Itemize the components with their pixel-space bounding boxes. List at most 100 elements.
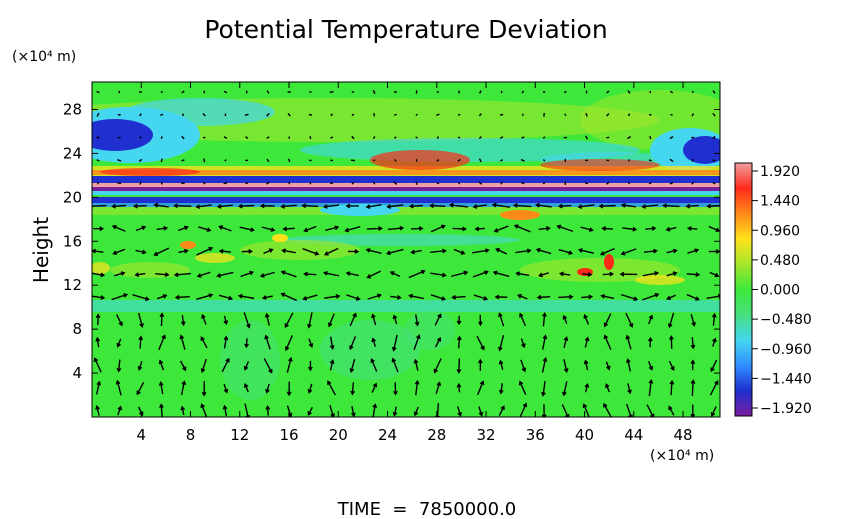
wind-vector xyxy=(223,90,228,94)
wind-arrowhead xyxy=(352,312,357,318)
wind-vector xyxy=(394,158,397,162)
wind-vector xyxy=(154,204,169,208)
wind-arrowhead xyxy=(161,334,166,340)
wind-arrowhead xyxy=(562,391,567,397)
x-tick-label: 24 xyxy=(378,426,397,444)
wind-arrowhead xyxy=(181,380,187,386)
wind-vector xyxy=(372,404,376,417)
wind-vector xyxy=(329,360,334,371)
wind-arrowhead xyxy=(416,334,421,340)
wind-arrowhead xyxy=(706,203,712,209)
wind-arrowhead xyxy=(365,204,371,210)
wind-arrowhead xyxy=(314,251,320,256)
wind-arrowhead xyxy=(174,294,180,300)
wind-arrowhead xyxy=(159,403,164,409)
wind-arrowhead xyxy=(120,271,126,276)
wind-arrowhead xyxy=(117,405,123,411)
wind-vector xyxy=(520,359,526,372)
wind-vector xyxy=(372,136,376,139)
wind-vector xyxy=(475,227,485,230)
wind-arrowhead xyxy=(694,248,700,253)
wind-vector xyxy=(435,382,441,395)
wind-vector xyxy=(642,293,659,301)
wind-arrowhead xyxy=(354,249,360,254)
wind-vector xyxy=(519,313,527,327)
wind-vector xyxy=(648,181,652,185)
colorbar-tick-label: 1.920 xyxy=(760,164,800,180)
wind-vector xyxy=(239,204,255,208)
wind-vector xyxy=(643,250,657,253)
wind-arrowhead xyxy=(577,248,583,253)
wind-arrowhead xyxy=(650,413,655,417)
wind-vector xyxy=(139,113,142,117)
wind-vector xyxy=(112,204,127,208)
wind-arrowhead xyxy=(216,204,222,209)
wind-vector xyxy=(581,295,592,299)
wind-vector xyxy=(514,204,532,208)
wind-vector xyxy=(324,295,340,299)
colorbar-tick-label: −1.920 xyxy=(760,401,812,417)
wind-vector xyxy=(642,272,658,277)
wind-vector xyxy=(139,136,142,139)
wind-vector xyxy=(415,381,419,396)
wind-vector xyxy=(308,383,313,393)
wind-vector xyxy=(178,249,188,254)
wind-vector xyxy=(520,158,525,162)
wind-vector xyxy=(563,90,567,94)
wind-vector xyxy=(138,361,143,370)
wind-vector xyxy=(329,404,335,417)
wind-vector xyxy=(473,204,487,208)
wind-vector xyxy=(329,90,334,94)
wind-vector xyxy=(179,360,187,371)
wind-vector xyxy=(500,181,503,185)
wind-arrowhead xyxy=(243,365,249,371)
wind-arrowhead xyxy=(265,388,270,394)
wind-vector xyxy=(558,248,572,255)
wind-vector xyxy=(602,227,614,230)
wind-arrowhead xyxy=(437,313,442,318)
wind-arrowhead xyxy=(584,336,590,342)
wind-arrowhead xyxy=(457,411,463,417)
wind-vector xyxy=(116,380,122,396)
wind-vector xyxy=(712,181,716,185)
wind-vector xyxy=(476,335,485,350)
wind-vector xyxy=(626,335,632,350)
wind-vector xyxy=(244,113,249,116)
wind-vector xyxy=(371,314,377,326)
wind-arrowhead xyxy=(179,334,185,340)
wind-vector xyxy=(393,315,398,325)
wind-vector xyxy=(351,181,355,185)
wind-vector xyxy=(136,382,145,395)
wind-arrowhead xyxy=(308,343,314,348)
wind-arrowhead xyxy=(494,294,500,300)
wind-vector xyxy=(139,336,142,349)
wind-arrowhead xyxy=(414,321,420,327)
wind-arrowhead xyxy=(286,391,292,397)
wind-arrowhead xyxy=(370,358,375,363)
wind-vector xyxy=(514,224,531,233)
wind-vector xyxy=(690,314,696,326)
wind-vector xyxy=(708,225,720,232)
wind-arrowhead xyxy=(100,272,106,278)
wind-vector xyxy=(452,295,466,299)
wind-arrowhead xyxy=(442,248,447,254)
wind-vector xyxy=(308,312,313,328)
wind-vector xyxy=(707,204,720,207)
wind-arrowhead xyxy=(307,323,312,329)
wind-arrowhead xyxy=(378,226,383,231)
wind-vector xyxy=(557,225,574,233)
wind-arrowhead xyxy=(522,402,528,408)
wind-vector xyxy=(160,404,163,417)
wind-arrowhead xyxy=(492,270,498,276)
wind-vector xyxy=(219,225,232,232)
wind-arrowhead xyxy=(281,248,287,254)
wind-arrowhead xyxy=(715,249,720,254)
wind-vector xyxy=(518,294,528,300)
wind-arrowhead xyxy=(183,248,189,254)
wind-arrowhead xyxy=(225,357,230,363)
colorbar-tick-label: −0.480 xyxy=(760,312,812,328)
wind-vector xyxy=(260,271,275,277)
wind-vector xyxy=(156,294,167,300)
wind-vector xyxy=(415,90,418,94)
wind-vector xyxy=(627,383,631,394)
